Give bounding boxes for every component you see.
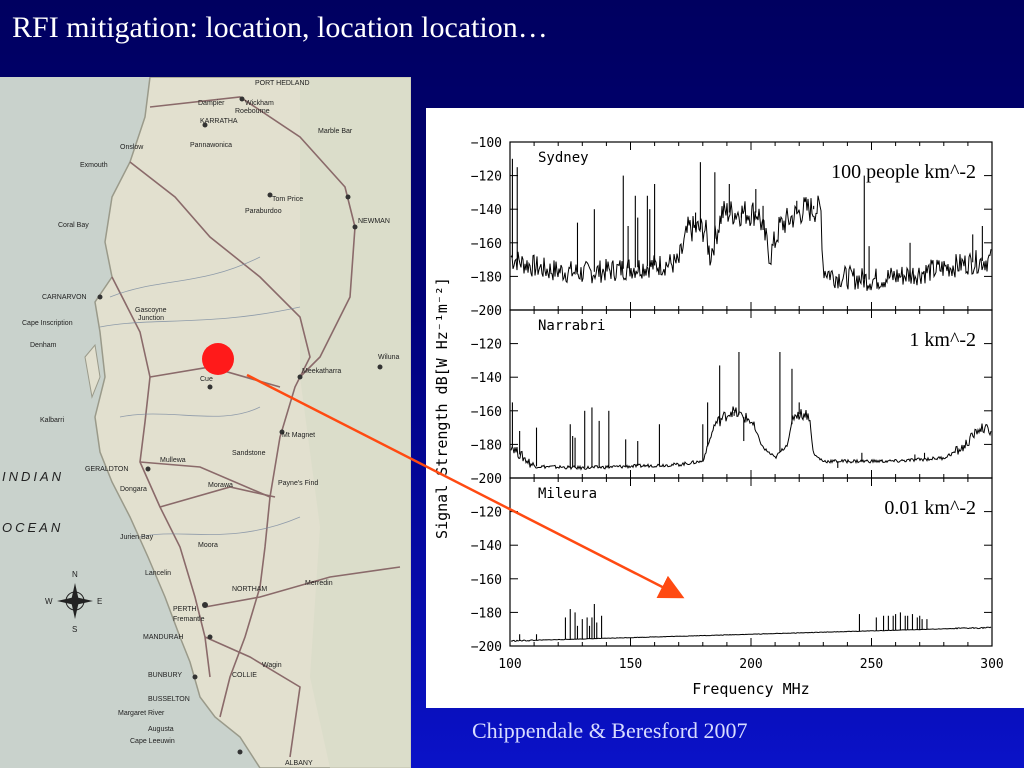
x-tick-label: 100 xyxy=(498,657,521,672)
svg-text:Payne's Find: Payne's Find xyxy=(278,480,318,487)
population-density-narrabri: 1 km^-2 xyxy=(909,329,976,351)
y-tick-label: −160 xyxy=(471,573,502,588)
svg-text:Cue: Cue xyxy=(200,376,213,383)
svg-text:ALBANY: ALBANY xyxy=(285,760,313,767)
y-tick-label: −120 xyxy=(471,338,502,353)
x-tick-label: 200 xyxy=(739,657,762,672)
svg-text:Mullewa: Mullewa xyxy=(160,457,186,464)
svg-text:Jurien Bay: Jurien Bay xyxy=(120,534,154,541)
svg-text:S: S xyxy=(72,625,77,634)
svg-text:Wagin: Wagin xyxy=(262,662,282,669)
y-tick-label: −160 xyxy=(471,237,502,252)
y-tick-label: −140 xyxy=(471,371,502,386)
svg-text:Gascoyne: Gascoyne xyxy=(135,307,167,314)
svg-text:GERALDTON: GERALDTON xyxy=(85,466,128,473)
map-canvas: PORT HEDLAND Dampier Wickham KARRATHA Ro… xyxy=(0,77,411,768)
svg-text:Merredin: Merredin xyxy=(305,580,333,587)
svg-text:PERTH: PERTH xyxy=(173,606,197,613)
svg-text:Wickham: Wickham xyxy=(245,100,274,107)
x-axis-label: Frequency MHz xyxy=(692,680,809,698)
y-tick-label: −140 xyxy=(471,203,502,218)
svg-text:BUSSELTON: BUSSELTON xyxy=(148,696,190,703)
y-tick-label: −200 xyxy=(471,304,502,319)
y-tick-label: −100 xyxy=(471,136,502,151)
spectrum-trace-narrabri xyxy=(510,406,992,471)
y-tick-label: −180 xyxy=(471,438,502,453)
y-tick-label: −200 xyxy=(471,472,502,487)
svg-text:Moora: Moora xyxy=(198,542,218,549)
svg-text:Fremantle: Fremantle xyxy=(173,616,205,623)
population-density-mileura: 0.01 km^-2 xyxy=(884,497,976,519)
spectrum-trace-sydney xyxy=(510,195,992,291)
svg-text:Wiluna: Wiluna xyxy=(378,354,400,361)
svg-text:Denham: Denham xyxy=(30,342,57,349)
site-name-mileura: Mileura xyxy=(538,486,597,502)
svg-text:W: W xyxy=(45,597,53,606)
y-axis-label: Signal Strength dB[W Hz⁻¹m⁻²] xyxy=(433,277,451,539)
svg-text:Mt Magnet: Mt Magnet xyxy=(282,432,315,439)
site-name-narrabri: Narrabri xyxy=(538,318,605,334)
y-tick-label: −140 xyxy=(471,539,502,554)
svg-text:Lancelin: Lancelin xyxy=(145,570,171,577)
svg-text:COLLIE: COLLIE xyxy=(232,672,257,679)
x-tick-label: 250 xyxy=(860,657,883,672)
rfi-spectra-chart: −100 −120 −140 −160 −180 −200 Sydney 100 people… xyxy=(426,108,1024,708)
svg-text:BUNBURY: BUNBURY xyxy=(148,672,182,679)
citation: Chippendale & Beresford 2007 xyxy=(472,718,748,743)
svg-text:Pannawonica: Pannawonica xyxy=(190,142,232,149)
svg-text:N: N xyxy=(72,570,78,579)
svg-text:Margaret River: Margaret River xyxy=(118,710,165,717)
chart-svg: −100 −120 −140 −160 −180 −200 Sydney 100 people… xyxy=(433,136,1004,698)
svg-text:OCEAN: OCEAN xyxy=(2,520,63,535)
svg-text:Exmouth: Exmouth xyxy=(80,162,108,169)
svg-text:NEWMAN: NEWMAN xyxy=(358,218,390,225)
svg-text:Paraburdoo: Paraburdoo xyxy=(245,208,282,215)
y-tick-label: −200 xyxy=(471,640,502,655)
svg-text:Meekatharra: Meekatharra xyxy=(302,368,341,375)
svg-text:Cape Leeuwin: Cape Leeuwin xyxy=(130,738,175,745)
y-tick-label: −180 xyxy=(471,270,502,285)
x-tick-label: 300 xyxy=(980,657,1003,672)
svg-text:KARRATHA: KARRATHA xyxy=(200,118,238,125)
y-tick-label: −120 xyxy=(471,170,502,185)
svg-text:Roebourne: Roebourne xyxy=(235,108,270,115)
svg-text:Augusta: Augusta xyxy=(148,726,174,733)
spectrum-trace-mileura xyxy=(510,626,992,642)
svg-text:PORT HEDLAND: PORT HEDLAND xyxy=(255,80,310,87)
svg-text:MANDURAH: MANDURAH xyxy=(143,634,183,641)
svg-text:E: E xyxy=(97,597,102,606)
svg-text:Morawa: Morawa xyxy=(208,482,233,489)
svg-text:Dongara: Dongara xyxy=(120,486,147,493)
compass-rose-icon: N S E W xyxy=(45,570,102,634)
site-name-sydney: Sydney xyxy=(538,150,589,166)
svg-text:Junction: Junction xyxy=(138,315,164,322)
svg-text:Kalbarri: Kalbarri xyxy=(40,417,65,424)
population-density-sydney: 100 people km^-2 xyxy=(831,161,976,183)
western-australia-map: PORT HEDLAND Dampier Wickham KARRATHA Ro… xyxy=(0,77,411,768)
svg-text:Coral Bay: Coral Bay xyxy=(58,222,89,229)
svg-text:Marble Bar: Marble Bar xyxy=(318,128,353,135)
svg-text:Sandstone: Sandstone xyxy=(232,450,266,457)
svg-text:Onslow: Onslow xyxy=(120,144,144,151)
svg-text:NORTHAM: NORTHAM xyxy=(232,586,267,593)
slide-title: RFI mitigation: location, location locat… xyxy=(12,11,548,44)
y-tick-label: −180 xyxy=(471,606,502,621)
y-tick-label: −160 xyxy=(471,405,502,420)
svg-text:INDIAN: INDIAN xyxy=(2,469,64,484)
svg-text:CARNARVON: CARNARVON xyxy=(42,294,87,301)
svg-text:Dampier: Dampier xyxy=(198,100,225,107)
svg-text:Cape Inscription: Cape Inscription xyxy=(22,320,73,327)
x-tick-label: 150 xyxy=(619,657,642,672)
y-tick-label: −120 xyxy=(471,506,502,521)
svg-text:Tom Price: Tom Price xyxy=(272,196,303,203)
